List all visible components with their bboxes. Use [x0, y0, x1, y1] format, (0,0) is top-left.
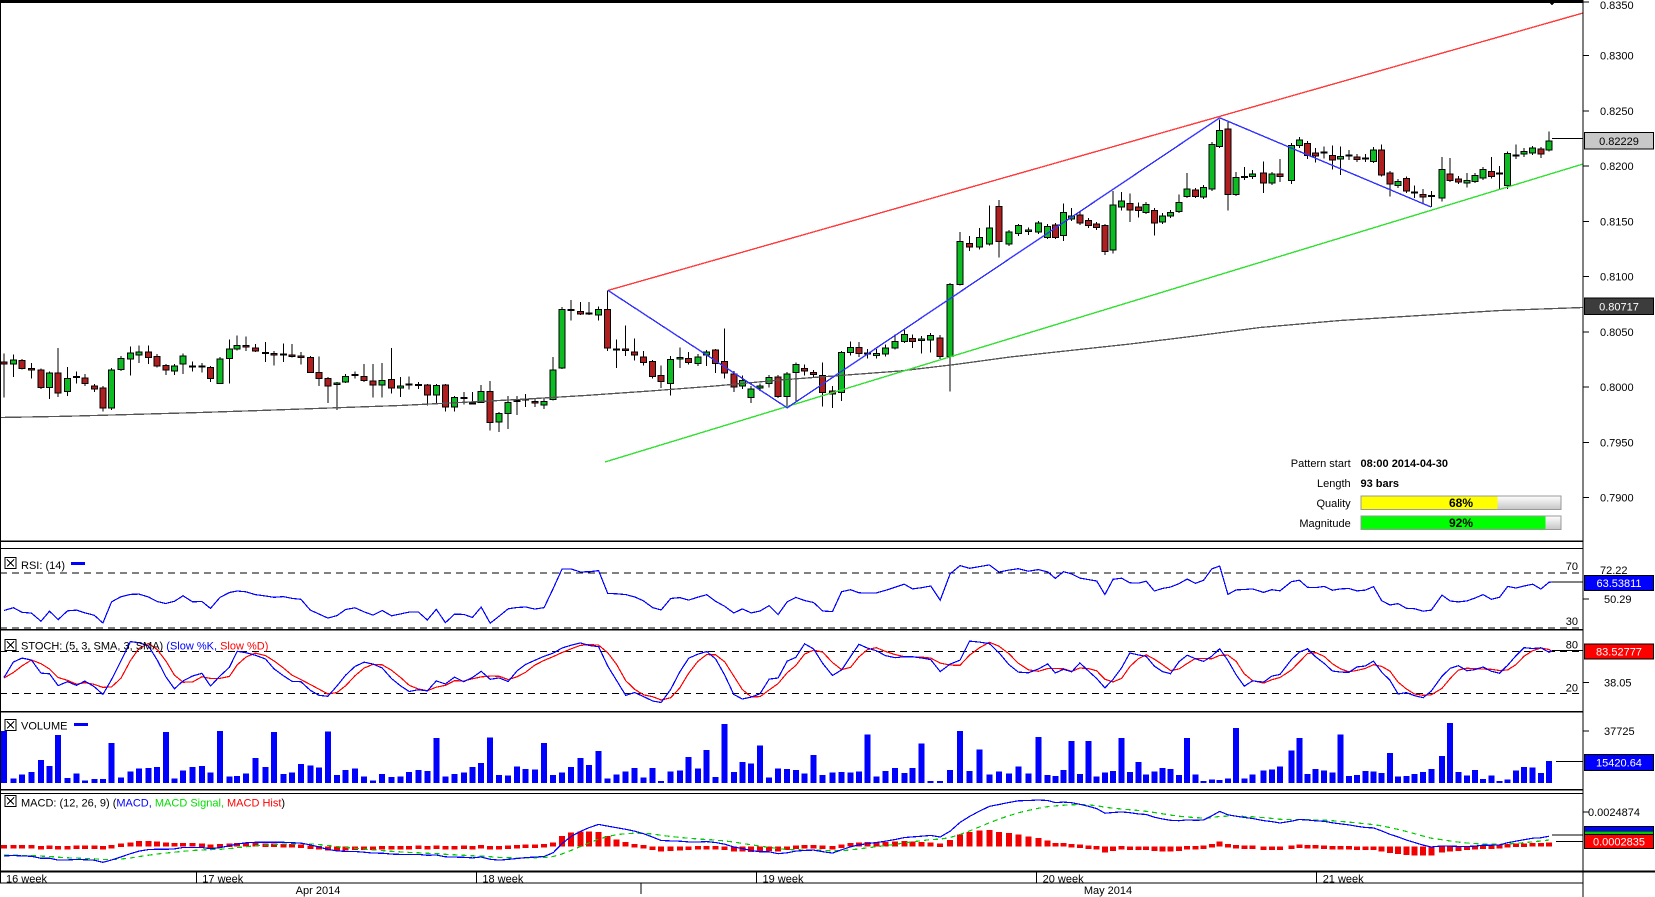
svg-text:20 week: 20 week	[1043, 873, 1084, 885]
svg-text:21 week: 21 week	[1323, 873, 1364, 885]
svg-text:68%: 68%	[1449, 496, 1473, 510]
svg-text:38.05: 38.05	[1604, 677, 1632, 689]
svg-text:0.8100: 0.8100	[1600, 272, 1634, 284]
svg-text:0.8250: 0.8250	[1600, 106, 1634, 118]
svg-text:VOLUME: VOLUME	[21, 721, 67, 733]
svg-text:0.8200: 0.8200	[1600, 161, 1634, 173]
svg-text:0.7950: 0.7950	[1600, 437, 1634, 449]
svg-text:RSI: (14): RSI: (14)	[21, 560, 65, 572]
svg-text:May 2014: May 2014	[1084, 885, 1132, 897]
svg-text:0.7900: 0.7900	[1600, 493, 1634, 505]
svg-text:30: 30	[1566, 616, 1578, 628]
svg-text:37725: 37725	[1604, 726, 1635, 738]
svg-text:17 week: 17 week	[202, 873, 243, 885]
svg-text:0.8050: 0.8050	[1600, 327, 1634, 339]
svg-text:Magnitude: Magnitude	[1299, 518, 1350, 530]
svg-text:63.53811: 63.53811	[1596, 578, 1641, 590]
svg-text:Length: Length	[1317, 478, 1351, 490]
svg-text:0.82229: 0.82229	[1599, 136, 1639, 148]
svg-text:72.22: 72.22	[1600, 565, 1628, 577]
svg-text:0.8000: 0.8000	[1600, 382, 1634, 394]
svg-text:92%: 92%	[1449, 516, 1473, 530]
svg-text:50.29: 50.29	[1604, 594, 1632, 606]
svg-text:70: 70	[1566, 561, 1578, 573]
svg-text:0.0024874: 0.0024874	[1588, 807, 1640, 819]
svg-text:Apr 2014: Apr 2014	[296, 885, 341, 897]
svg-text:0.8350: 0.8350	[1600, 0, 1634, 12]
svg-text:18 week: 18 week	[482, 873, 523, 885]
svg-text:0.8300: 0.8300	[1600, 51, 1634, 63]
svg-text:15420.64: 15420.64	[1596, 757, 1642, 769]
svg-text:19 week: 19 week	[763, 873, 804, 885]
svg-text:0.0002835: 0.0002835	[1593, 836, 1645, 848]
svg-text:83.52777: 83.52777	[1596, 646, 1642, 658]
svg-text:MACD: (12, 26, 9) (MACD, MACD: MACD: (12, 26, 9) (MACD, MACD Signal, MA…	[21, 798, 285, 810]
svg-text:Quality: Quality	[1316, 498, 1351, 510]
svg-text:STOCH: (5, 3, SMA, 3, SMA) (Sl: STOCH: (5, 3, SMA, 3, SMA) (Slow %K, Slo…	[21, 641, 268, 653]
svg-text:08:00 2014-04-30: 08:00 2014-04-30	[1361, 458, 1448, 470]
svg-text:80: 80	[1566, 639, 1578, 651]
svg-text:20: 20	[1566, 682, 1578, 694]
svg-text:Pattern start: Pattern start	[1291, 458, 1351, 470]
svg-text:0.8150: 0.8150	[1600, 216, 1634, 228]
svg-text:0.80717: 0.80717	[1599, 301, 1639, 313]
svg-text:16 week: 16 week	[6, 873, 47, 885]
svg-text:93 bars: 93 bars	[1361, 478, 1400, 490]
